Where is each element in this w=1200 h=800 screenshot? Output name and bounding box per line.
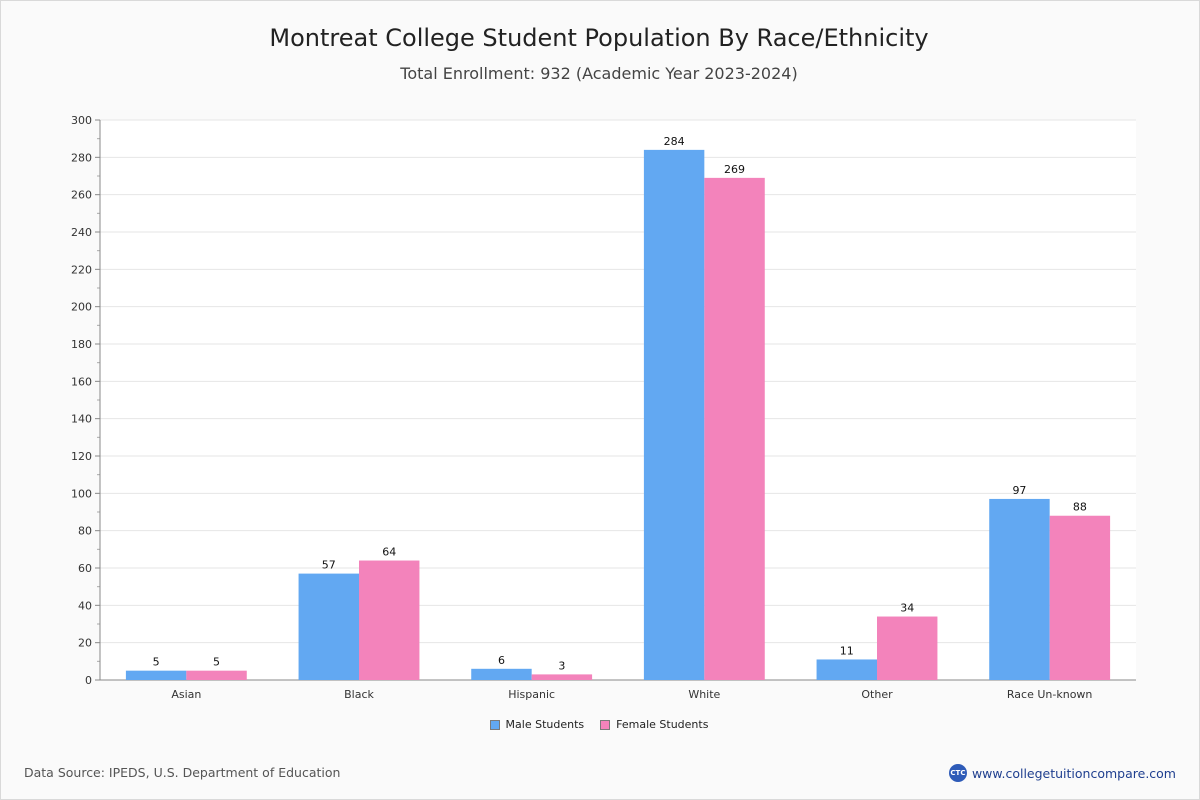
bar-female-0: [186, 670, 247, 680]
legend-item-female[interactable]: Female Students: [600, 718, 708, 731]
data-label: 11: [840, 644, 854, 657]
data-label: 3: [558, 659, 565, 672]
data-source: Data Source: IPEDS, U.S. Department of E…: [24, 765, 341, 780]
data-label: 97: [1012, 484, 1026, 497]
data-label: 57: [322, 559, 336, 572]
brand-link[interactable]: CTC www.collegetuitioncompare.com: [948, 764, 1176, 782]
bar-male-1: [298, 573, 359, 680]
legend-swatch-female: [600, 719, 611, 730]
y-tick-label: 280: [71, 151, 92, 164]
data-label: 5: [213, 656, 220, 669]
chart-subtitle: Total Enrollment: 932 (Academic Year 202…: [400, 64, 798, 83]
y-tick-label: 200: [71, 301, 92, 314]
data-label: 5: [153, 656, 160, 669]
y-tick-label: 160: [71, 375, 92, 388]
y-tick-label: 140: [71, 413, 92, 426]
y-tick-label: 20: [78, 637, 92, 650]
y-tick-label: 180: [71, 338, 92, 351]
x-tick-label: Race Un-known: [1007, 688, 1093, 701]
plot-area: [100, 120, 1136, 680]
brand-logo-icon: CTC: [948, 764, 967, 782]
y-tick-label: 60: [78, 562, 92, 575]
x-tick-label: Black: [344, 688, 374, 701]
bar-male-4: [816, 659, 877, 680]
data-label: 88: [1073, 501, 1087, 514]
x-tick-label: Hispanic: [508, 688, 555, 701]
data-label: 284: [664, 135, 685, 148]
bar-female-1: [359, 560, 420, 680]
bar-male-2: [471, 668, 532, 680]
bar-male-3: [643, 149, 705, 680]
bar-male-5: [989, 498, 1050, 680]
chart-title: Montreat College Student Population By R…: [269, 24, 929, 52]
bar-female-5: [1049, 515, 1111, 680]
bar-female-2: [531, 674, 593, 680]
legend-item-male[interactable]: Male Students: [489, 718, 585, 731]
bar-male-0: [125, 670, 187, 680]
y-tick-label: 80: [78, 525, 92, 538]
data-label: 64: [382, 546, 396, 559]
x-tick-label: White: [688, 688, 720, 701]
bar-female-4: [877, 616, 938, 680]
y-tick-label: 100: [71, 487, 92, 500]
y-tick-label: 0: [85, 674, 92, 687]
y-tick-label: 240: [71, 226, 92, 239]
x-tick-label: Asian: [171, 688, 201, 701]
y-tick-label: 260: [71, 189, 92, 202]
data-label: 6: [498, 654, 505, 667]
data-label: 34: [900, 602, 914, 615]
y-tick-label: 220: [71, 263, 92, 276]
bar-female-3: [704, 177, 765, 680]
legend-label-male: Male Students: [505, 718, 585, 731]
y-tick-label: 300: [71, 114, 92, 127]
legend: Male Students Female Students: [0, 718, 1198, 731]
legend-label-female: Female Students: [616, 718, 709, 731]
x-tick-label: Other: [861, 688, 893, 701]
data-label: 269: [724, 163, 745, 176]
y-tick-label: 120: [71, 450, 92, 463]
y-tick-label: 40: [78, 599, 92, 612]
legend-swatch-male: [489, 719, 500, 730]
brand-url: www.collegetuitioncompare.com: [971, 765, 1176, 781]
